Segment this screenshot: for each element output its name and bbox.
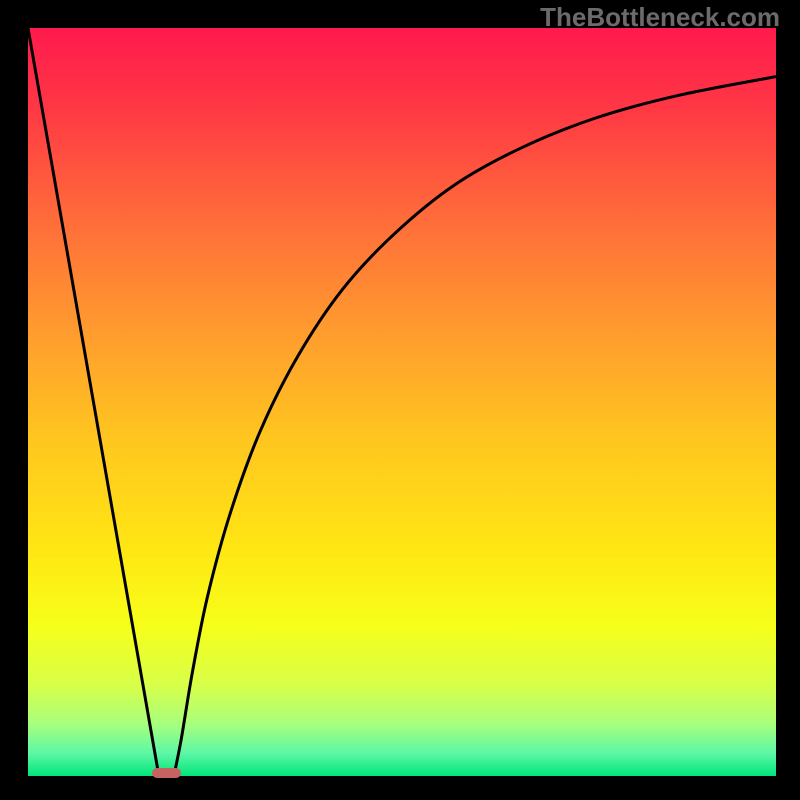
curve-layer: [28, 28, 776, 776]
watermark-text: TheBottleneck.com: [540, 2, 780, 33]
chart-container: TheBottleneck.com: [0, 0, 800, 800]
plot-area: [28, 28, 776, 776]
right-asymptotic-curve: [174, 77, 776, 776]
operating-point-marker: [152, 768, 180, 778]
left-descending-line: [28, 28, 159, 776]
